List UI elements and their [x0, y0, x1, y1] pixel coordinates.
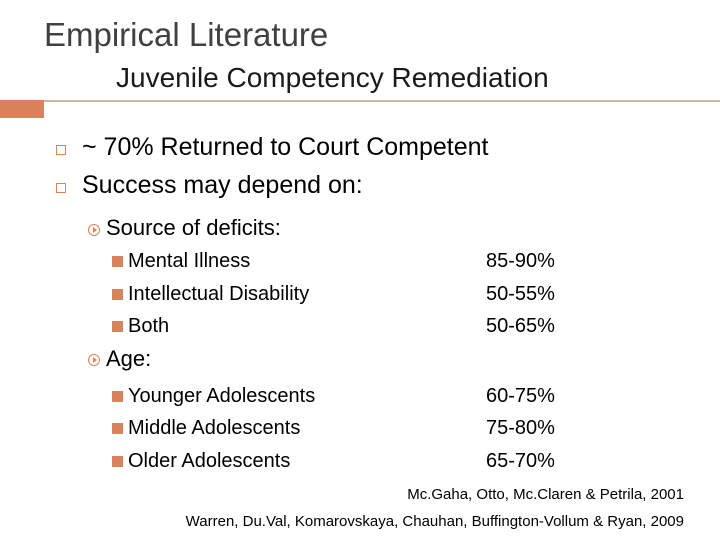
- square-bullet-icon: [112, 456, 123, 467]
- circle-arrow-bullet-icon: [88, 354, 100, 366]
- accent-bar: [0, 100, 44, 118]
- title-divider: [0, 100, 720, 102]
- slide-subtitle: Juvenile Competency Remediation: [116, 62, 549, 93]
- item-younger-adolescents: Younger Adolescents: [128, 385, 316, 407]
- source-of-deficits-heading: Source of deficits:: [106, 215, 281, 240]
- square-bullet-icon: [112, 321, 123, 332]
- square-bullet-icon: [112, 391, 123, 402]
- age-heading: Age:: [106, 346, 152, 371]
- item-older-adolescents: Older Adolescents: [128, 450, 291, 472]
- value-younger-adolescents: 60-75%: [486, 385, 555, 407]
- citation-warren: Warren, Du.Val, Komarovskaya, Chauhan, B…: [185, 513, 684, 530]
- item-mental-illness: Mental Illness: [128, 250, 251, 272]
- square-bullet-icon: [112, 256, 123, 267]
- value-mental-illness: 85-90%: [486, 250, 555, 272]
- bullet-success-depends: Success may depend on:: [82, 171, 363, 199]
- value-middle-adolescents: 75-80%: [486, 417, 555, 439]
- circle-arrow-bullet-icon: [88, 224, 100, 236]
- item-intellectual-disability: Intellectual Disability: [128, 283, 310, 305]
- slide-title: Empirical Literature: [44, 16, 329, 53]
- citation-mcgaha: Mc.Gaha, Otto, Mc.Claren & Petrila, 2001: [407, 486, 684, 503]
- square-bullet-icon: [112, 289, 123, 300]
- value-older-adolescents: 65-70%: [486, 450, 555, 472]
- bullet-returned-competent: ~ 70% Returned to Court Competent: [82, 133, 489, 161]
- value-intellectual-disability: 50-55%: [486, 283, 555, 305]
- value-both: 50-65%: [486, 315, 555, 337]
- item-middle-adolescents: Middle Adolescents: [128, 417, 301, 439]
- square-outline-bullet-icon: [56, 183, 66, 193]
- square-bullet-icon: [112, 423, 123, 434]
- item-both: Both: [128, 315, 170, 337]
- square-outline-bullet-icon: [56, 145, 66, 155]
